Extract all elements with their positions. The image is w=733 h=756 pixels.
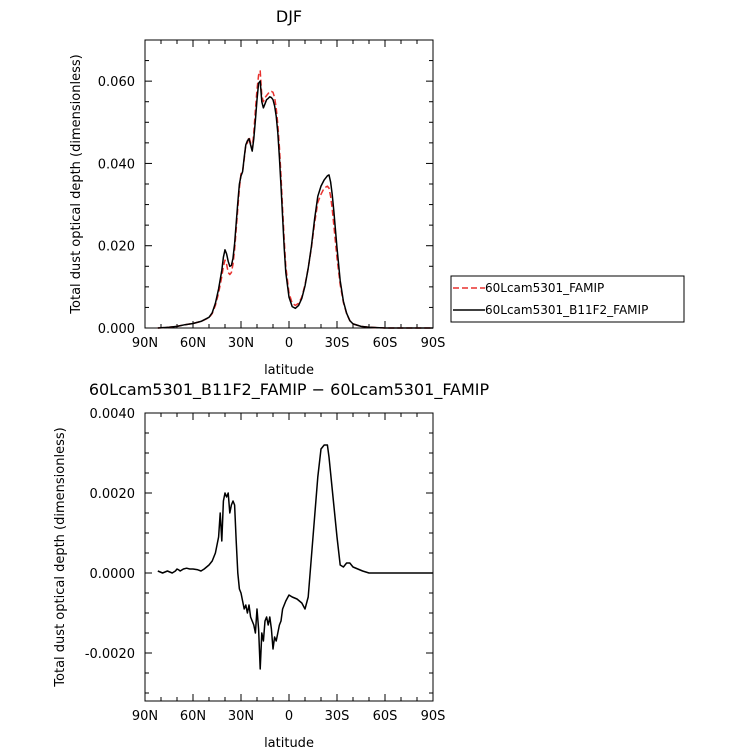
y-tick-label: 0.0020 <box>90 487 136 502</box>
x-tick-label: 30N <box>228 336 254 351</box>
x-tick-label: 90S <box>421 709 446 724</box>
legend-box <box>450 275 685 323</box>
y-tick-label: -0.0020 <box>85 647 135 662</box>
x-axis-label: latitude <box>264 736 314 751</box>
y-tick-label: 0.0040 <box>90 407 136 422</box>
legend-label-2: 60Lcam5301_B11F2_FAMIP <box>485 303 648 317</box>
y-axis-label: Total dust optical depth (dimensionless) <box>53 427 68 687</box>
x-tick-label: 60N <box>180 709 206 724</box>
x-tick-label: 60S <box>373 709 398 724</box>
chart-title: 60Lcam5301_B11F2_FAMIP − 60Lcam5301_FAMI… <box>89 380 490 400</box>
bottom-panel: 90N 60N 30N 0 30S 60S 90S -0.0020 0.0000 0.0020 0.… <box>53 380 490 751</box>
legend: 60Lcam5301_FAMIP 60Lcam5301_B11F2_FAMIP <box>450 275 685 323</box>
y-tick-label: 0.060 <box>98 75 135 90</box>
plot-frame <box>144 39 434 329</box>
x-tick-label: 30S <box>325 709 350 724</box>
x-axis-label: latitude <box>264 363 314 378</box>
x-tick-label: 60S <box>373 336 398 351</box>
x-tick-label: 60N <box>180 336 206 351</box>
chart-title: DJF <box>276 7 302 26</box>
x-tick-label: 90N <box>132 709 158 724</box>
series-line-1 <box>157 70 433 329</box>
series-line-2 <box>157 80 433 329</box>
series-line-1 <box>157 444 433 670</box>
x-tick-label: 0 <box>285 336 293 351</box>
legend-label-1: 60Lcam5301_FAMIP <box>485 281 604 295</box>
y-tick-label: 0.020 <box>98 240 135 255</box>
y-tick-label: 0.000 <box>98 322 135 337</box>
y-tick-label: 0.0000 <box>90 567 136 582</box>
x-tick-label: 0 <box>285 709 293 724</box>
y-tick-label: 0.040 <box>98 157 135 172</box>
x-tick-label: 90S <box>421 336 446 351</box>
y-axis-label: Total dust optical depth (dimensionless) <box>69 54 84 314</box>
x-tick-label: 30N <box>228 709 254 724</box>
x-tick-label: 90N <box>132 336 158 351</box>
plot-frame <box>144 412 434 702</box>
x-tick-label: 30S <box>325 336 350 351</box>
top-panel: 90N 60N 30N 0 30S 60S 90S 0.000 0.020 0.040 0.060 D… <box>69 7 445 378</box>
